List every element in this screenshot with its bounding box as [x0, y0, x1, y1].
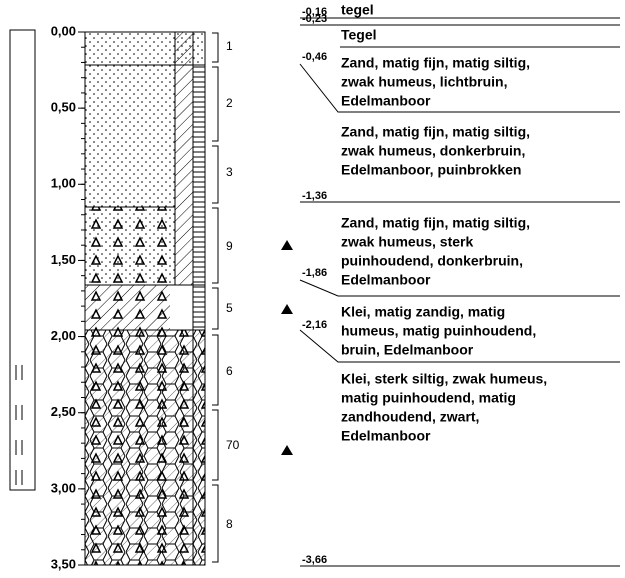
layer-description: Edelmanboor: [341, 428, 431, 444]
layer-description: zwak humeus, sterk: [341, 234, 473, 250]
layer-description: Edelmanboor, puinbrokken: [341, 162, 521, 178]
depth-label: 3,00: [51, 480, 76, 495]
sample-brackets: [212, 32, 219, 563]
sample-number: 1: [226, 39, 233, 53]
layer-description: Zand, matig fijn, matig siltig,: [341, 215, 530, 231]
depth-level: -0,16: [302, 6, 327, 18]
layer-description: humeus, matig puinhoudend,: [341, 323, 536, 339]
depth-label: 1,50: [51, 252, 76, 267]
depth-label: 3,50: [51, 556, 76, 571]
sample-number: 2: [226, 96, 233, 110]
layer-lines: [299, 17, 620, 567]
depth-level: -1,36: [302, 190, 327, 202]
sample-number: 9: [226, 239, 233, 253]
sample-number: 5: [226, 301, 233, 315]
layer-description: Klei, matig zandig, matig: [341, 304, 505, 320]
layer-description: Klei, sterk siltig, zwak humeus,: [341, 371, 547, 387]
layer-description: zwak humeus, donkerbruin,: [341, 143, 525, 159]
layer-description: puinhoudend, donkerbruin,: [341, 253, 523, 269]
layer-description: zwak humeus, lichtbruin,: [341, 74, 507, 90]
layer-description: Edelmanboor: [341, 93, 431, 109]
depth-label: 2,00: [51, 328, 76, 343]
layer-description: zandhoudend, zwart,: [341, 409, 479, 425]
layer-description: Zand, matig fijn, matig siltig,: [341, 55, 530, 71]
depth-level: -0,46: [302, 51, 327, 63]
depth-label: 0,50: [51, 100, 76, 115]
depth-level: -1,86: [302, 267, 327, 279]
depth-level: -0,23: [302, 13, 327, 25]
soil-column: [84, 31, 206, 566]
layer-description: matig puinhoudend, matig: [341, 390, 516, 406]
sample-number: 6: [226, 364, 233, 378]
sample-number: 70: [226, 438, 240, 452]
depth-level: -2,16: [302, 319, 327, 331]
depth-label: 2,50: [51, 404, 76, 419]
layer-description: tegel: [341, 2, 374, 18]
depth-label: 1,00: [51, 176, 76, 191]
depth-level: -3,66: [302, 554, 327, 566]
layer-description: Tegel: [341, 27, 377, 43]
layer-description: bruin, Edelmanboor: [341, 342, 474, 358]
depth-label: 0,00: [51, 23, 76, 38]
layer-description: Edelmanboor: [341, 272, 431, 288]
sample-number: 3: [226, 165, 233, 179]
casing: [9, 29, 36, 491]
layer-description: Zand, matig fijn, matig siltig,: [341, 124, 530, 140]
sample-number: 8: [226, 517, 233, 531]
water-markers: [281, 240, 293, 455]
